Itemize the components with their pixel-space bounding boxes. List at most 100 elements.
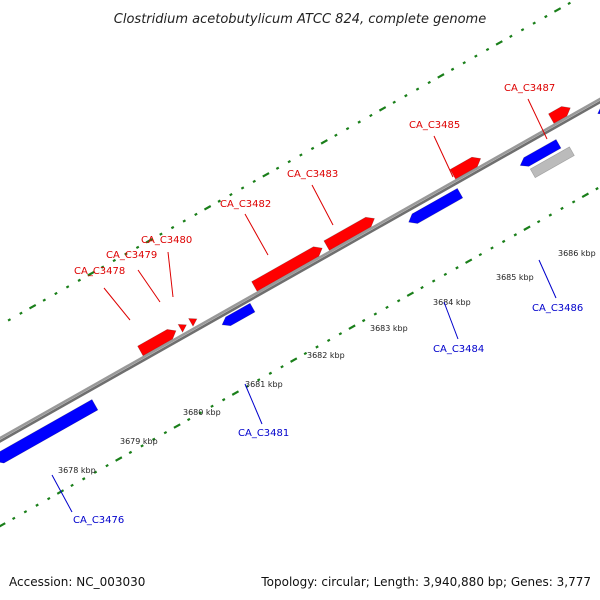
inner-tick: [56, 489, 65, 495]
outer-tick: [450, 67, 455, 71]
gene-leader-line: [538, 259, 557, 299]
outer-tick: [124, 252, 128, 256]
tick-label: 3682 kbp: [307, 351, 345, 360]
gene-leader-line: [244, 213, 269, 256]
tick-label: 3679 kbp: [120, 437, 158, 446]
tick-label: 3685 kbp: [496, 273, 534, 282]
gene-label-CA_C3485: CA_C3485: [409, 120, 460, 131]
inner-tick: [315, 345, 319, 349]
outer-tick: [19, 311, 23, 315]
outer-tick: [28, 303, 37, 310]
outer-tick: [532, 21, 536, 25]
outer-tick: [203, 205, 212, 211]
outer-tick: [229, 192, 233, 197]
inner-tick: [326, 338, 331, 342]
summary-text: Topology: circular; Length: 3,940,880 bp…: [260, 575, 591, 589]
accession-text: Accession: NC_003030: [9, 575, 145, 589]
inner-tick: [70, 483, 74, 488]
gene-CA_C3483: [323, 216, 375, 251]
inner-tick: [290, 357, 298, 363]
inner-tick: [431, 279, 436, 283]
inner-tick: [406, 291, 415, 297]
inner-tick: [348, 324, 356, 330]
inner-tick: [173, 423, 181, 429]
inner-tick: [523, 225, 531, 231]
tick-labels: 3678 kbp 3679 kbp 3680 kbp 3681 kbp 3682 kbp…: [58, 249, 596, 475]
inner-tick: [420, 285, 424, 290]
inner-tick: [490, 246, 494, 250]
gene-features: [0, 106, 600, 464]
gene-leader-line: [527, 98, 548, 140]
outer-tick: [275, 166, 280, 170]
outer-tick: [240, 186, 245, 190]
outer-tick: [462, 61, 466, 65]
gene-label-CA_C3482: CA_C3482: [220, 199, 271, 210]
outer-tick: [378, 106, 387, 112]
tick-label: 3678 kbp: [58, 466, 96, 475]
outer-tick: [509, 34, 513, 38]
outer-tick: [553, 7, 562, 13]
inner-tick: [186, 417, 191, 422]
gene-label-CA_C3487: CA_C3487: [504, 83, 555, 94]
inner-tick: [465, 258, 473, 264]
inner-tick-ring: [0, 187, 599, 528]
gene-CA_C3476: [0, 399, 99, 464]
inner-tick: [303, 351, 308, 356]
inner-tick: [140, 444, 144, 448]
inner-tick: [536, 219, 541, 224]
inner-tick: [23, 510, 28, 514]
outer-tick: [182, 219, 187, 223]
outer-tick: [42, 298, 47, 302]
outer-tick: [320, 139, 328, 145]
outer-tick: [7, 318, 12, 322]
outer-tick: [345, 127, 350, 131]
inner-tick: [93, 470, 98, 474]
outer-tick: [77, 278, 82, 282]
gene-labels: CA_C3476 CA_C3478 CA_C3479 CA_C3480 CA_C3481…: [51, 83, 583, 526]
inner-tick: [478, 252, 483, 257]
inner-tick: [361, 318, 366, 323]
outer-tick: [262, 172, 270, 178]
inner-tick: [81, 477, 86, 481]
gene-label-CA_C3483: CA_C3483: [287, 169, 338, 180]
inner-tick: [151, 437, 156, 441]
gene-CA_C3485-reverse-partner: [519, 139, 562, 167]
inner-tick: [443, 272, 448, 277]
outer-tick: [334, 133, 338, 137]
tick-label: 3686 kbp: [558, 249, 596, 258]
tick-label: 3683 kbp: [370, 324, 408, 333]
inner-tick: [548, 213, 553, 217]
outer-tick: [369, 113, 373, 118]
gene-label-CA_C3481: CA_C3481: [238, 428, 289, 439]
backbone-line: [0, 97, 600, 440]
inner-tick: [210, 404, 214, 408]
gene-CA_C3487: [548, 106, 571, 124]
gene-CA_C3478: [137, 329, 177, 357]
outer-tick: [310, 146, 315, 151]
outer-tick: [194, 212, 198, 217]
outer-tick: [112, 258, 117, 263]
outer-tick: [299, 153, 303, 157]
outer-tick: [485, 47, 490, 52]
outer-tick: [544, 14, 548, 19]
inner-tick: [0, 522, 6, 528]
inner-tick: [268, 371, 273, 375]
outer-tick: [415, 87, 420, 91]
inner-tick: [560, 206, 564, 211]
inner-tick: [231, 390, 240, 396]
inner-tick: [198, 411, 203, 415]
outer-tick: [567, 1, 571, 6]
gene-leader-line: [167, 251, 174, 298]
outer-tick: [100, 265, 105, 269]
gene-CA_C3485: [449, 156, 482, 180]
tick-label: 3681 kbp: [245, 380, 283, 389]
inner-tick: [280, 365, 284, 369]
outer-tick: [252, 179, 257, 184]
inner-tick: [115, 456, 123, 462]
gene-CA_C3486: [529, 146, 575, 179]
inner-tick: [46, 496, 51, 501]
outer-tick: [404, 94, 408, 98]
outer-tick: [65, 285, 70, 289]
inner-tick: [128, 450, 133, 455]
